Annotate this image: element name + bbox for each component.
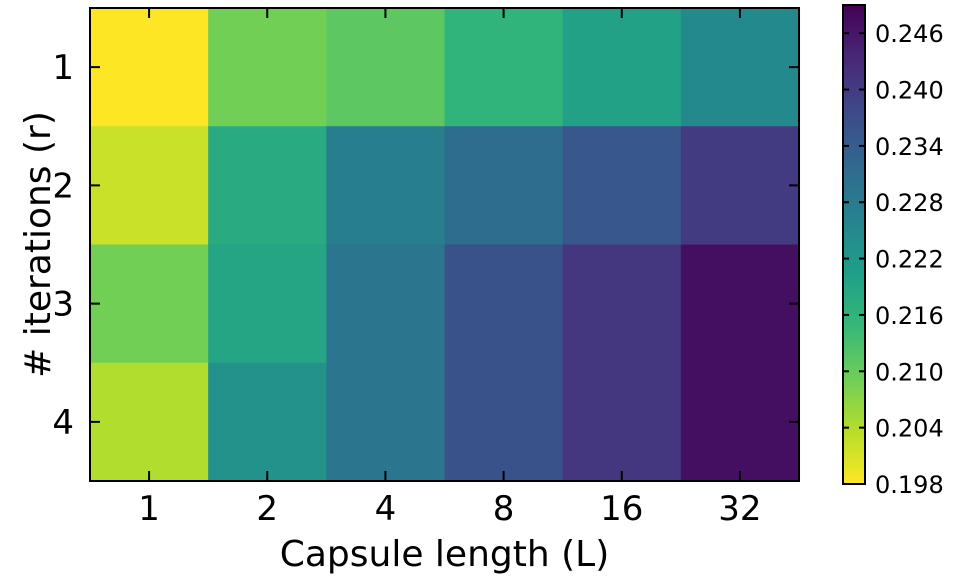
- colorbar-tick-label: 0.204: [875, 415, 944, 443]
- y-tick-label: 3: [52, 285, 74, 325]
- y-axis-ticks: 1 2 3 4: [52, 48, 800, 443]
- x-axis-title: Capsule length (L): [280, 534, 610, 575]
- heatmap-cell-r2-l32: [680, 126, 800, 246]
- x-tick-label: 32: [718, 489, 761, 529]
- x-tick-label: 2: [256, 489, 278, 529]
- x-axis-ticks: 1 2 4 8 16 32: [138, 8, 762, 529]
- colorbar-tick-label: 0.246: [875, 20, 944, 48]
- colorbar: [842, 4, 866, 485]
- plot-frame: [89, 7, 801, 482]
- x-tick-label: 4: [375, 489, 397, 529]
- heatmap-cell-r4-l2: [208, 362, 327, 482]
- colorbar-tick-label: 0.210: [875, 358, 944, 386]
- colorbar-tick-label: 0.234: [875, 133, 944, 161]
- heatmap-cell-r3-l4: [326, 244, 446, 364]
- heatmap-cell-r1-l8: [444, 8, 564, 127]
- heatmap-cell-r2-l8: [444, 126, 564, 246]
- colorbar-tick-label: 0.228: [875, 189, 944, 217]
- colorbar-tick-label: 0.216: [875, 302, 944, 330]
- heatmap-cell-r4-l8: [444, 362, 564, 482]
- heatmap-cell-r1-l2: [208, 8, 327, 127]
- heatmap-cell-r1-l16: [562, 8, 682, 127]
- y-tick-label: 4: [52, 403, 74, 443]
- x-tick-label: 16: [600, 489, 643, 529]
- heatmap-cell-r1-l32: [680, 8, 800, 127]
- heatmap-cell-r3-l32: [680, 244, 800, 364]
- heatmap-cell-r3-l8: [444, 244, 564, 364]
- heatmap-cell-r2-l16: [562, 126, 682, 246]
- y-axis-title: # iterations (r): [18, 111, 59, 378]
- heatmap-cell-r2-l4: [326, 126, 446, 246]
- heatmap-cell-r2-l2: [208, 126, 327, 246]
- heatmap-cell-r3-l1: [90, 244, 209, 364]
- heatmap-cell-r4-l16: [562, 362, 682, 482]
- heatmap-cell-r4-l4: [326, 362, 446, 482]
- colorbar-tick-label: 0.222: [875, 246, 944, 274]
- colorbar-tick-label: 0.198: [875, 471, 944, 499]
- heatmap-cell-r3-l16: [562, 244, 682, 364]
- x-tick-label: 1: [138, 489, 160, 529]
- y-tick-label: 1: [52, 48, 74, 88]
- heatmap-cell-r1-l1: [90, 8, 209, 127]
- heatmap-cell-r4-l32: [680, 362, 800, 482]
- heatmap-cell-r4-l1: [90, 362, 209, 482]
- colorbar-ticks: 0.198 0.204 0.210 0.216 0.222 0.228 0.234 0.240…: [843, 20, 944, 499]
- heatmap-cell-r2-l1: [90, 126, 209, 246]
- colorbar-tick-label: 0.240: [875, 77, 944, 105]
- heatmap-cells: [90, 8, 800, 482]
- heatmap-cell-r3-l2: [208, 244, 327, 364]
- y-tick-label: 2: [52, 166, 74, 206]
- heatmap-cell-r1-l4: [326, 8, 446, 127]
- x-tick-label: 8: [493, 489, 515, 529]
